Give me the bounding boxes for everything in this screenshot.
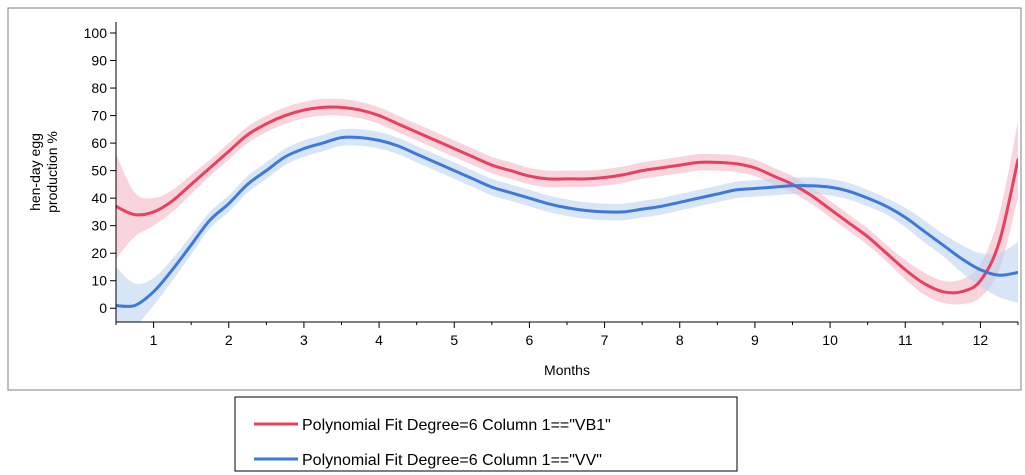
y-axis-title-line-2: production % xyxy=(44,131,60,213)
x-tick-label: 8 xyxy=(676,332,684,348)
y-tick-label: 100 xyxy=(84,25,108,41)
y-axis-title-line-1: hen-day egg xyxy=(27,133,43,211)
y-tick-label: 30 xyxy=(91,218,107,234)
x-tick-label: 9 xyxy=(751,332,759,348)
x-tick-label: 7 xyxy=(601,332,609,348)
series-line-vb1 xyxy=(116,105,1018,295)
x-tick-label: 6 xyxy=(526,332,534,348)
plot-area xyxy=(116,98,1018,322)
x-tick-label: 3 xyxy=(300,332,308,348)
legend-label-vv: Polynomial Fit Degree=6 Column 1=="VV" xyxy=(302,452,602,469)
legend-label-vb1: Polynomial Fit Degree=6 Column 1=="VB1" xyxy=(302,417,611,434)
x-tick-label: 2 xyxy=(225,332,233,348)
y-tick-label: 70 xyxy=(91,108,107,124)
x-tick-label: 5 xyxy=(450,332,458,348)
x-axis-title: Months xyxy=(544,362,590,378)
y-tick-label: 40 xyxy=(91,190,107,206)
x-tick-label: 1 xyxy=(150,332,158,348)
x-tick-label: 12 xyxy=(973,332,989,348)
series-line-vv xyxy=(116,135,1018,308)
y-tick-label: 60 xyxy=(91,135,107,151)
y-tick-label: 0 xyxy=(99,300,107,316)
y-tick-label: 10 xyxy=(91,273,107,289)
y-tick-label: 20 xyxy=(91,245,107,261)
y-axis-title: hen-day egg production % xyxy=(27,131,60,213)
y-tick-label: 80 xyxy=(91,80,107,96)
y-tick-label: 50 xyxy=(91,163,107,179)
x-tick-label: 10 xyxy=(822,332,838,348)
x-tick-label: 11 xyxy=(898,332,913,348)
legend-box xyxy=(234,396,738,472)
legend: Polynomial Fit Degree=6 Column 1=="VB1" … xyxy=(234,396,738,472)
y-tick-label: 90 xyxy=(91,53,107,69)
x-tick-label: 4 xyxy=(375,332,383,348)
